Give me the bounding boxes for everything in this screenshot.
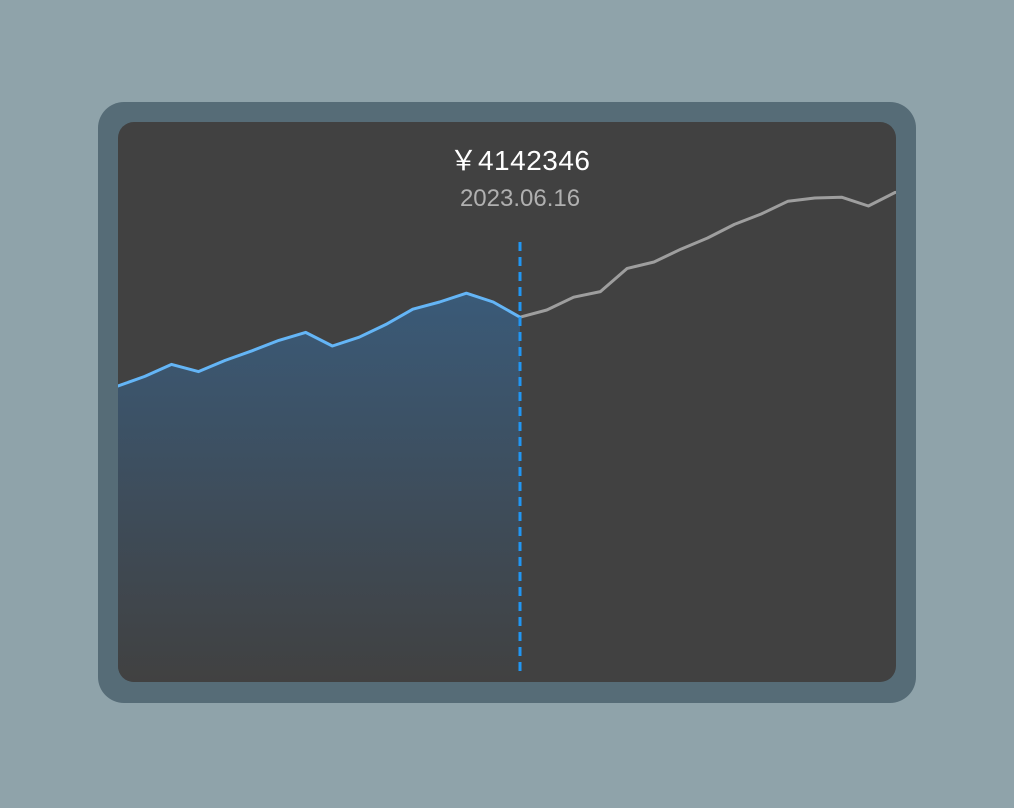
chart-screen: ￥4142346 2023.06.16 (118, 122, 896, 682)
line-chart[interactable] (118, 122, 896, 682)
future-series-line (520, 192, 895, 317)
past-area-fill (118, 293, 520, 682)
device-bezel: ￥4142346 2023.06.16 (98, 102, 916, 703)
